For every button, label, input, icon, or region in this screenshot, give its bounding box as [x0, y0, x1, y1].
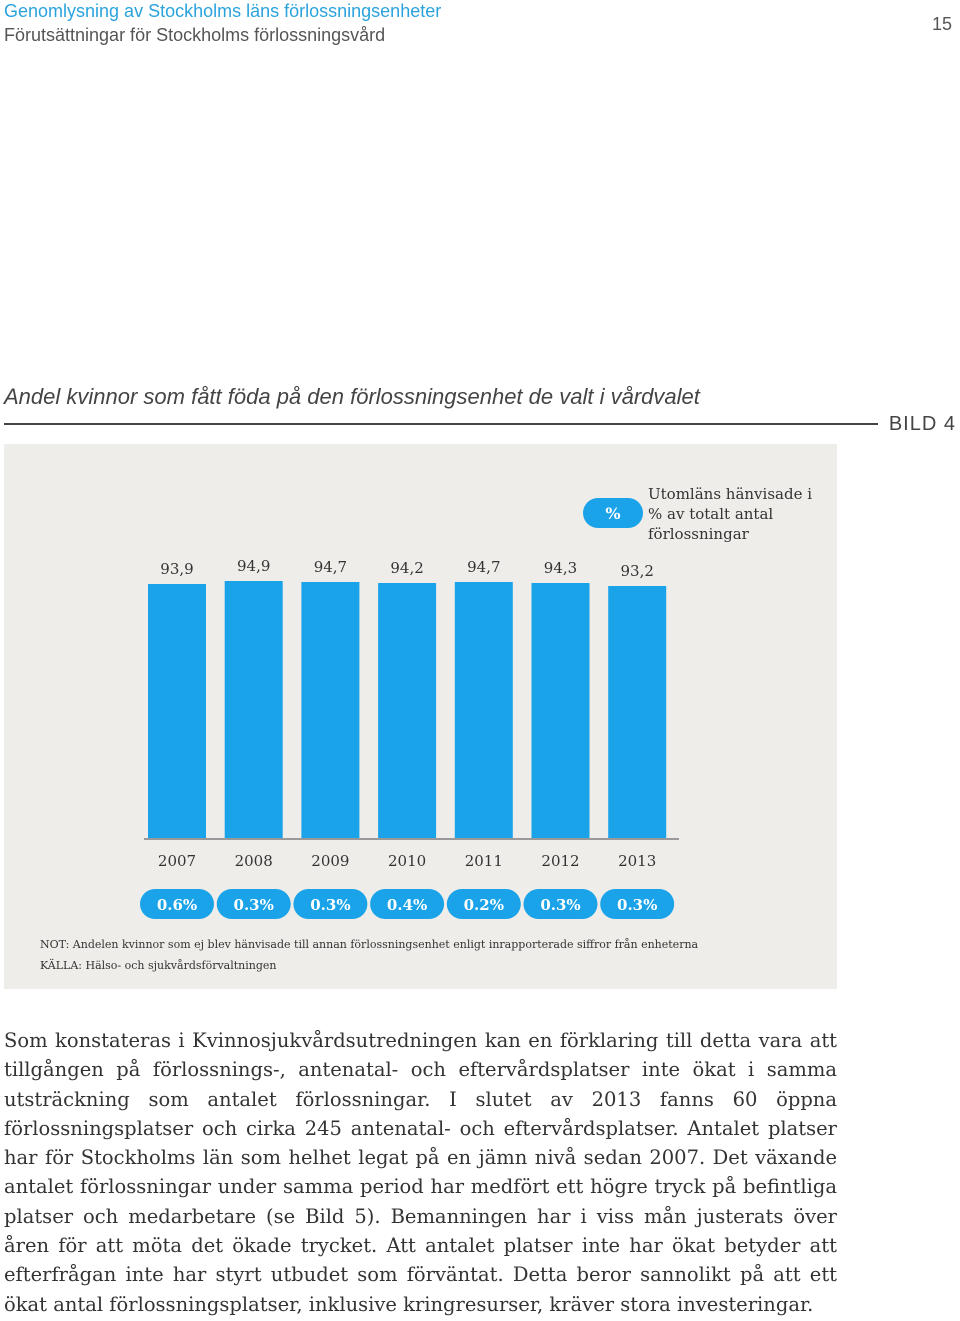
percent-pill-label: 0.3%	[310, 896, 350, 914]
percent-pill	[600, 889, 675, 919]
percent-pill-label: 0.3%	[617, 896, 657, 914]
bar	[378, 583, 437, 839]
percent-pill	[523, 889, 598, 919]
chart-source: KÄLLA: Hälso- och sjukvårdsförvaltningen	[40, 959, 277, 972]
bar	[148, 584, 206, 839]
percent-pill-label: 0.3%	[234, 896, 274, 914]
header-title: Genomlysning av Stockholms läns förlossn…	[4, 1, 442, 21]
x-tick-label: 2010	[388, 852, 426, 870]
bar-chart: 93,9 2007 0.6% 94,9 2008 0.3% 94,7 2009 0.3% 94,2…	[140, 557, 679, 919]
percent-pill	[140, 889, 214, 919]
x-tick-label: 2008	[235, 852, 273, 870]
bar	[454, 582, 513, 839]
figure-label: BILD 4	[888, 413, 956, 435]
chart-note: NOT: Andelen kvinnor som ej blev hänvisa…	[40, 938, 699, 951]
chart-panel: 93,9 2007 0.6% 94,9 2008 0.3% 94,7 2009 0.3% 94,2…	[4, 444, 837, 989]
percent-pill-label: 0.3%	[540, 896, 580, 914]
bar-value-label: 93,2	[620, 562, 653, 580]
bar-value-label: 94,9	[237, 557, 270, 575]
percent-badge: %	[583, 498, 643, 528]
page-number: 15	[931, 14, 952, 34]
title-rule	[4, 423, 878, 425]
bar-value-label: 94,7	[314, 558, 347, 576]
percent-pill	[216, 889, 291, 919]
bar	[608, 586, 667, 839]
bar-value-label: 94,7	[467, 558, 500, 576]
percent-pill-label: 0.6%	[157, 896, 197, 914]
bar	[224, 581, 283, 839]
percent-pill	[446, 889, 521, 919]
percent-pill	[293, 889, 368, 919]
bar	[531, 583, 590, 839]
x-tick-label: 2012	[541, 852, 579, 870]
x-tick-label: 2013	[618, 852, 656, 870]
legend-text: Utomläns hänvisade i % av totalt antal f…	[648, 485, 813, 543]
bar-value-label: 94,2	[390, 559, 423, 577]
figure-title: Andel kvinnor som fått föda på den förlo…	[4, 384, 700, 409]
x-tick-label: 2007	[158, 852, 196, 870]
bar-value-label: 93,9	[160, 560, 193, 578]
bar	[301, 582, 360, 839]
percent-pill-label: 0.4%	[387, 896, 427, 914]
body-paragraph: Som konstateras i Kvinnosjukvårdsutredni…	[4, 1029, 837, 1316]
percent-pill-label: 0.2%	[464, 896, 504, 914]
header-subtitle: Förutsättningar för Stockholms förlossni…	[4, 25, 386, 45]
x-tick-label: 2011	[465, 852, 503, 870]
bar-value-label: 94,3	[544, 559, 577, 577]
percent-pill	[370, 889, 445, 919]
x-tick-label: 2009	[311, 852, 349, 870]
